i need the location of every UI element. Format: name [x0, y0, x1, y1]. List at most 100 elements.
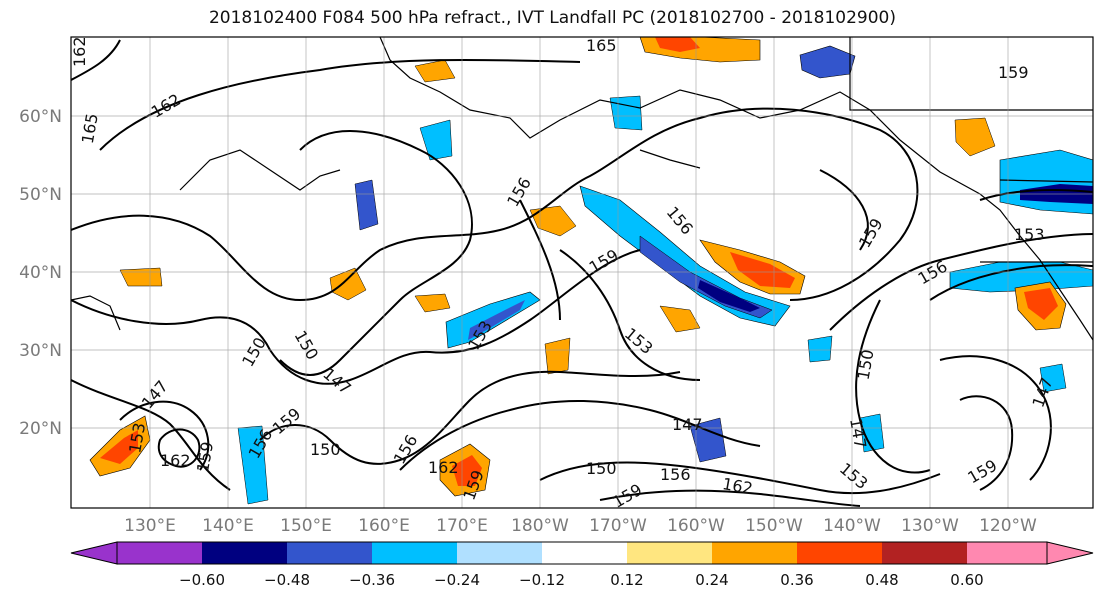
colorbar-tick-label: 0.24: [695, 571, 728, 589]
negative-band-central: [579, 185, 791, 327]
colorbar-tick-label: 0.48: [865, 571, 898, 589]
negative-blob-6: [237, 425, 269, 505]
coastlines: [71, 37, 1093, 341]
colorbar-segment: [202, 542, 287, 564]
grid-lines: [71, 37, 1093, 508]
contour-line: [71, 107, 919, 302]
lon-label: 130°E: [124, 516, 176, 536]
contour-line: [539, 461, 941, 495]
lat-label-60n: 60°N: [19, 107, 62, 127]
contour-line: [157, 428, 201, 468]
negative-blob-4: [689, 417, 727, 463]
contour-label: 147: [672, 415, 703, 434]
contour-lines: [71, 39, 1093, 507]
lon-label: 140°W: [823, 516, 881, 536]
colorbar-tick-label: −0.12: [519, 571, 565, 589]
colorbar-segment: [882, 542, 967, 564]
lon-label: 130°W: [901, 516, 959, 536]
positive-blob-8: [414, 59, 456, 83]
contour-line: [829, 233, 1093, 331]
positive-west-pacific-core: [100, 430, 138, 464]
lon-label: 150°E: [280, 516, 332, 536]
lat-label-30n: 30°N: [19, 341, 62, 361]
colorbar-extend-low: [70, 541, 118, 565]
contour-line: [119, 400, 210, 471]
lon-label: 160°W: [667, 516, 725, 536]
negative-blob-8: [1039, 363, 1067, 393]
lat-label-50n: 50°N: [19, 185, 62, 205]
colorbar: −0.60 −0.48 −0.36 −0.24 −0.12 0.12 0.24 …: [70, 541, 1094, 589]
lat-label-40n: 40°N: [19, 263, 62, 283]
contour-line: [939, 355, 1052, 481]
colorbar-tick-label: −0.48: [264, 571, 310, 589]
positive-blob-1: [529, 205, 577, 237]
colorbar-tick-label: −0.60: [179, 571, 225, 589]
contour-label: 159: [998, 63, 1029, 82]
negative-blob-7: [807, 335, 833, 363]
lon-label: 170°W: [589, 516, 647, 536]
contour-line: [279, 130, 473, 376]
colorbar-frame: [116, 541, 1048, 565]
contour-label: 162: [428, 458, 459, 477]
lat-label-20n: 20°N: [19, 419, 62, 439]
contour-line: [71, 39, 121, 81]
colorbar-segment: [117, 542, 202, 564]
colorbar-tick-label: −0.24: [434, 571, 480, 589]
colorbar-segment: [967, 542, 1047, 564]
negative-blob-2: [354, 179, 379, 231]
positive-blob-3: [414, 293, 451, 313]
contour-label: 162: [70, 36, 89, 67]
colorbar-segment: [542, 542, 627, 564]
negative-blob-3: [609, 95, 643, 131]
colorbar-extend-high: [1046, 541, 1094, 565]
colorbar-segment: [457, 542, 542, 564]
contour-line: [855, 299, 931, 474]
colorbar-segment: [797, 542, 882, 564]
positive-blob-6: [659, 305, 701, 333]
plot-frame: [70, 36, 1094, 509]
contour-line: [519, 199, 561, 321]
negative-blob-1: [419, 119, 453, 161]
contour-line: [71, 379, 231, 491]
contour-label: 153: [1014, 225, 1045, 244]
lon-label: 180°W: [511, 516, 569, 536]
positive-alaska-top-core: [655, 37, 700, 52]
contour-line: [71, 249, 641, 385]
lon-label: 150°W: [745, 516, 803, 536]
negative-blob-5: [859, 413, 885, 453]
lon-label: 160°E: [358, 516, 410, 536]
contour-line: [599, 489, 861, 507]
contour-line: [979, 189, 1093, 201]
positive-band-core: [730, 252, 795, 288]
colorbar-segment: [712, 542, 797, 564]
contour-line: [929, 264, 1093, 301]
negative-band-max: [698, 280, 760, 312]
positive-blob-5: [954, 117, 996, 157]
map-title: 2018102400 F084 500 hPa refract., IVT La…: [208, 8, 896, 28]
lon-label: 170°E: [436, 516, 488, 536]
positive-blob-2: [329, 267, 367, 301]
positive-blob-7: [119, 267, 163, 287]
contour-line: [819, 169, 869, 251]
contour-line: [259, 370, 681, 465]
contour-label: 156: [660, 465, 691, 484]
colorbar-segment: [627, 542, 712, 564]
contour-label: 150: [310, 440, 341, 459]
colorbar-segment: [372, 542, 457, 564]
contour-label: 165: [586, 36, 617, 55]
colorbar-tick-label: 0.60: [950, 571, 983, 589]
contour-label: 162: [160, 451, 191, 470]
shaded-regions: [89, 37, 1093, 505]
positive-south-170e-core: [452, 455, 482, 486]
lon-label: 140°E: [202, 516, 254, 536]
positive-east-35n-core: [1024, 288, 1058, 320]
contour-line: [959, 395, 1014, 491]
colorbar-tick-label: −0.36: [349, 571, 395, 589]
colorbar-tick-label: 0.12: [610, 571, 643, 589]
lon-label: 120°W: [979, 516, 1037, 536]
contour-line: [99, 58, 581, 151]
contour-line: [559, 249, 701, 381]
colorbar-tick-label: 0.36: [780, 571, 813, 589]
positive-blob-4: [544, 337, 571, 375]
